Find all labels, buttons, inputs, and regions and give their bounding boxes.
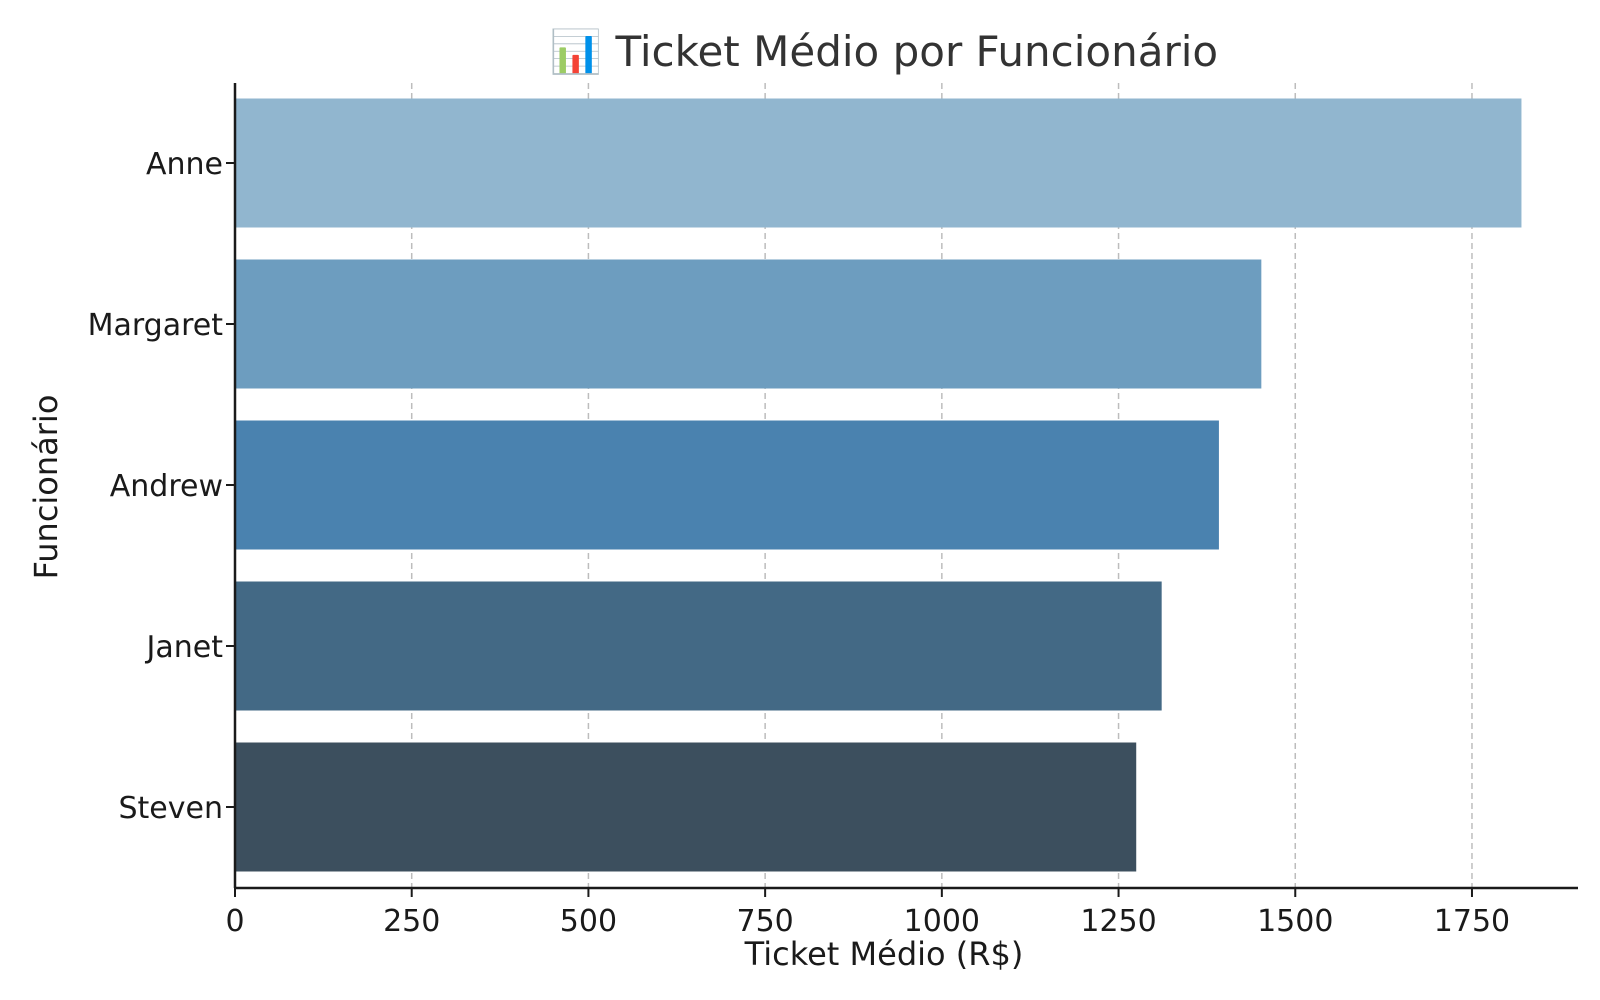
y-tick-label-janet: Janet [145, 630, 224, 665]
bar-andrew [235, 420, 1219, 550]
bar-steven [235, 742, 1137, 872]
y-axis-label: Funcionário [27, 395, 65, 580]
bar-janet [235, 581, 1162, 711]
x-tick-label-3: 750 [736, 904, 793, 939]
y-tick-label-anne: Anne [146, 147, 223, 182]
bars [235, 98, 1522, 872]
x-tick-label-1: 250 [383, 904, 440, 939]
bar-margaret [235, 259, 1262, 389]
x-tick-label-5: 1250 [1080, 904, 1156, 939]
y-tick-label-margaret: Margaret [88, 308, 224, 343]
y-tick-label-andrew: Andrew [110, 469, 223, 504]
x-tick-label-0: 0 [225, 904, 244, 939]
x-axis-label: Ticket Médio (R$) [744, 935, 1024, 973]
x-ticks: 0 250 500 750 1000 1250 1500 1750 [225, 888, 1510, 939]
x-tick-label-7: 1750 [1434, 904, 1510, 939]
x-tick-label-6: 1500 [1257, 904, 1333, 939]
x-tick-label-4: 1000 [904, 904, 980, 939]
y-tick-label-steven: Steven [119, 791, 224, 826]
y-ticks: Anne Margaret Andrew Janet Steven [88, 147, 235, 826]
x-tick-label-2: 500 [560, 904, 617, 939]
chart-title: 📊 Ticket Médio por Funcionário [550, 27, 1218, 76]
bar-anne [235, 98, 1522, 228]
